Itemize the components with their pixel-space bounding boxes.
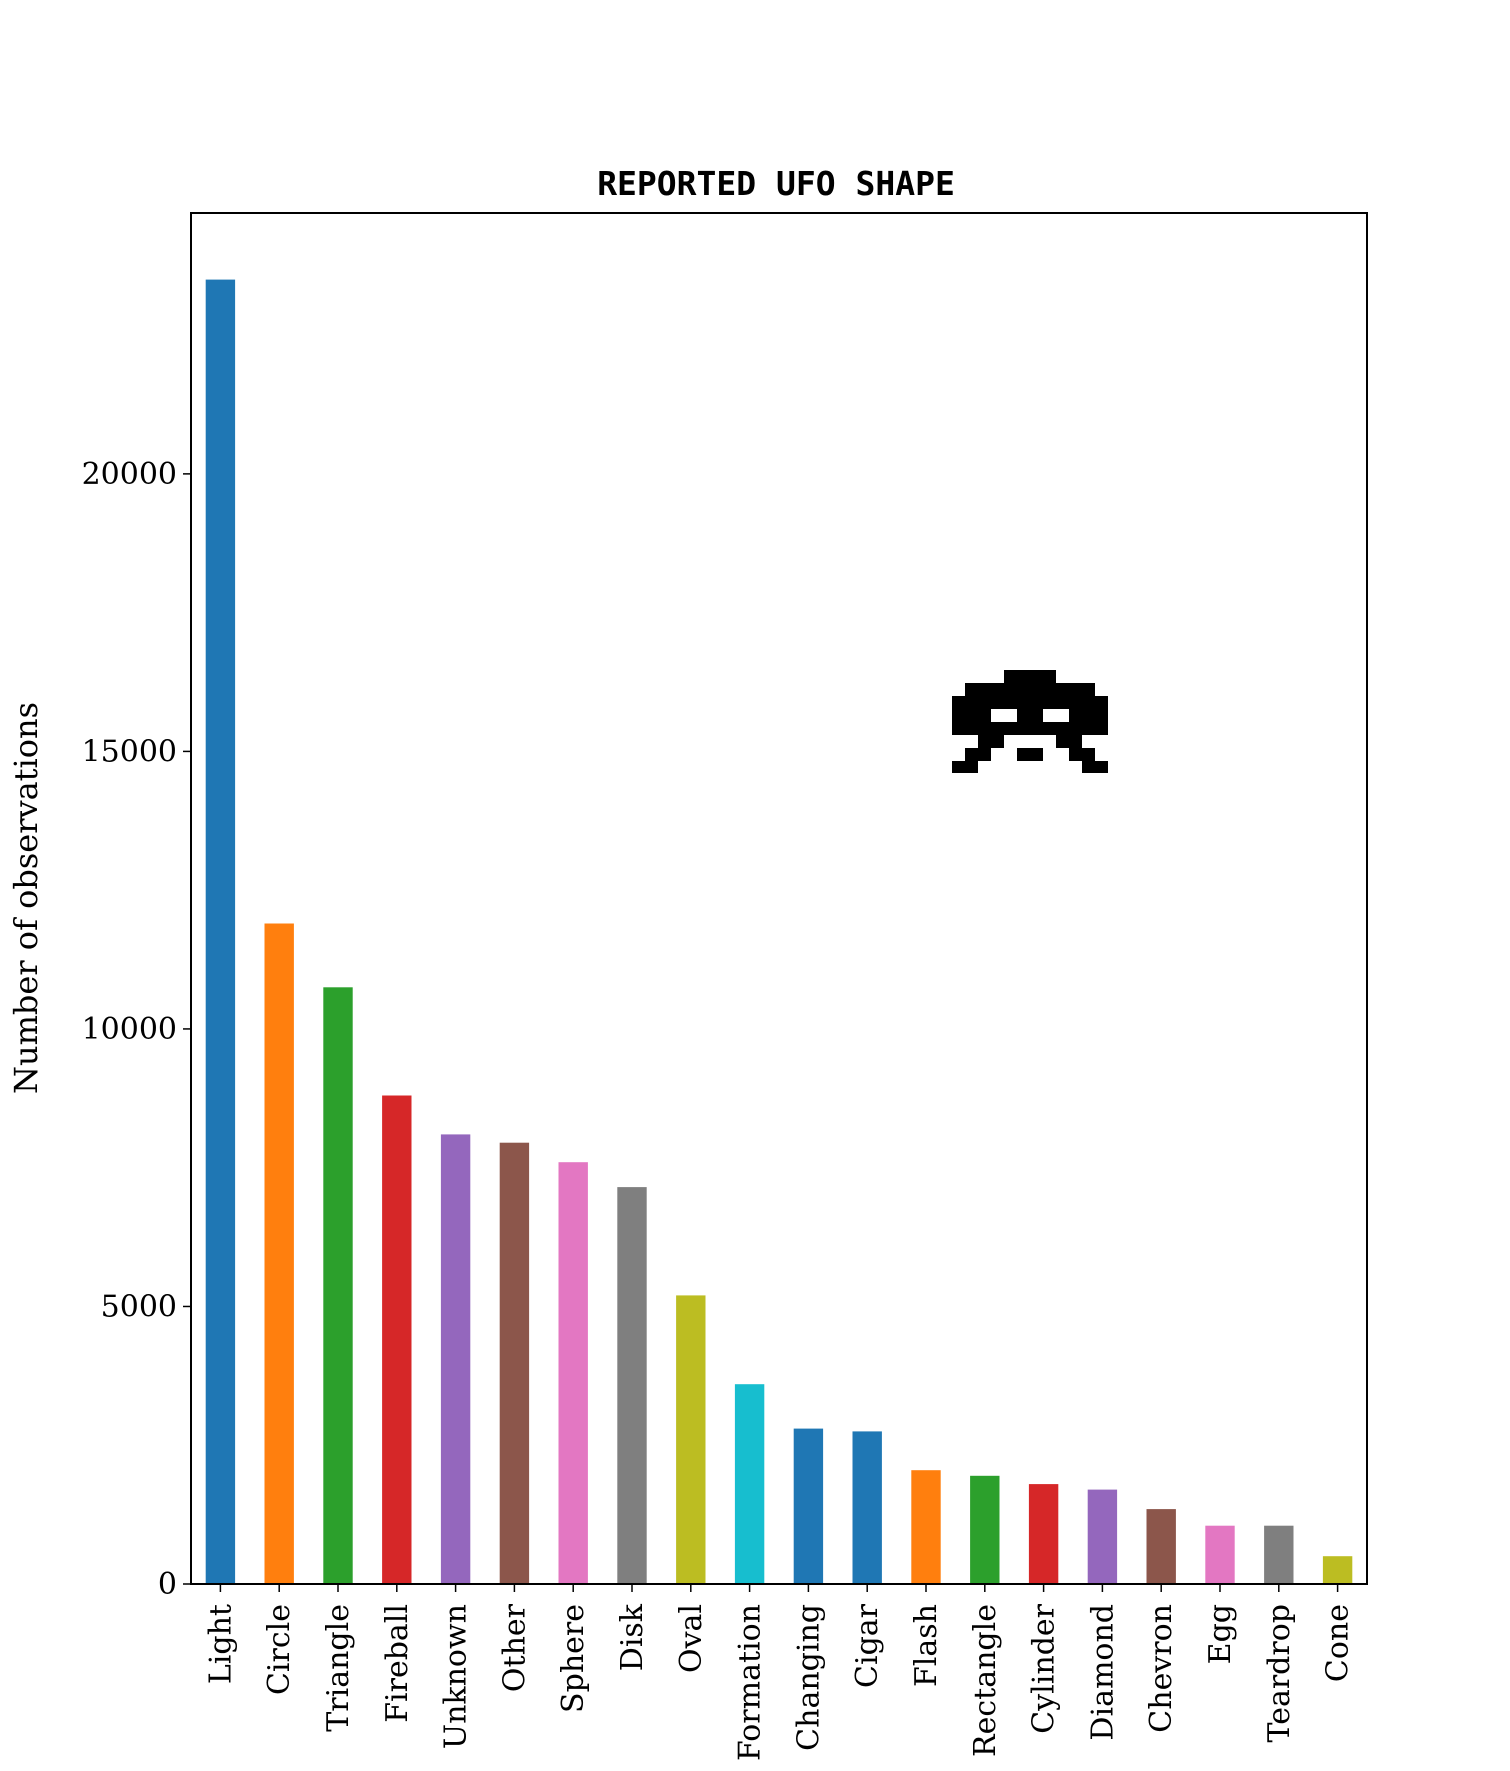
x-tick-label-chevron: Chevron [1144, 1604, 1179, 1733]
plot-area-frame [190, 212, 1368, 1585]
x-tick-label-formation: Formation [733, 1604, 768, 1761]
bar-circle [264, 923, 294, 1584]
bar-fireball [382, 1095, 412, 1584]
x-tick-label-light: Light [203, 1604, 238, 1684]
x-axis-labels: Light Circle Triangle Fireball Unknown Other S… [203, 1584, 1356, 1761]
y-tick-label: 20000 [82, 457, 177, 492]
bar-cone [1322, 1556, 1353, 1584]
x-tick-label-circle: Circle [262, 1604, 297, 1695]
x-tick-label-disk: Disk [615, 1603, 650, 1671]
bar-chevron [1146, 1509, 1176, 1584]
x-tick-label-rectangle: Rectangle [968, 1604, 1003, 1757]
y-tick-label: 10000 [82, 1012, 177, 1047]
x-tick-label-flash: Flash [909, 1604, 944, 1687]
space-invader-icon [952, 670, 1108, 773]
bar-egg [1205, 1525, 1235, 1584]
bars-group [205, 279, 1353, 1585]
bar-oval [676, 1295, 706, 1584]
x-tick-label-cylinder: Cylinder [1027, 1603, 1062, 1733]
y-tick-label: 15000 [82, 734, 177, 769]
x-tick-label-fireball: Fireball [380, 1604, 415, 1723]
bar-light [205, 279, 236, 1585]
bar-rectangle [970, 1475, 1000, 1584]
bar-teardrop [1264, 1525, 1294, 1584]
y-tick-label: 5000 [101, 1290, 177, 1325]
x-tick-label-other: Other [497, 1603, 532, 1692]
bar-changing [793, 1428, 824, 1584]
y-axis-label: Number of observations [7, 702, 45, 1094]
bar-triangle [323, 987, 353, 1584]
bar-cigar [852, 1431, 882, 1584]
x-tick-label-oval: Oval [674, 1604, 709, 1673]
bar-other [499, 1142, 530, 1584]
bar-cylinder [1028, 1484, 1059, 1584]
x-tick-label-changing: Changing [791, 1604, 826, 1751]
bar-diamond [1087, 1489, 1118, 1584]
x-tick-label-sphere: Sphere [556, 1604, 591, 1713]
y-tick-label: 0 [158, 1567, 177, 1602]
bar-disk [617, 1187, 647, 1584]
y-axis-ticks: 0 5000 10000 15000 20000 [82, 457, 191, 1602]
bar-unknown [440, 1134, 471, 1584]
bar-flash [911, 1470, 941, 1584]
x-tick-label-cigar: Cigar [850, 1603, 885, 1688]
bar-sphere [558, 1162, 588, 1584]
bar-formation [734, 1384, 765, 1584]
x-tick-label-egg: Egg [1203, 1604, 1238, 1664]
x-tick-label-cone: Cone [1321, 1604, 1356, 1682]
x-tick-label-teardrop: Teardrop [1262, 1604, 1297, 1742]
x-tick-label-diamond: Diamond [1085, 1604, 1120, 1741]
x-tick-label-triangle: Triangle [321, 1604, 356, 1732]
x-tick-label-unknown: Unknown [439, 1604, 474, 1749]
chart-title: REPORTED UFO SHAPE [597, 164, 955, 203]
